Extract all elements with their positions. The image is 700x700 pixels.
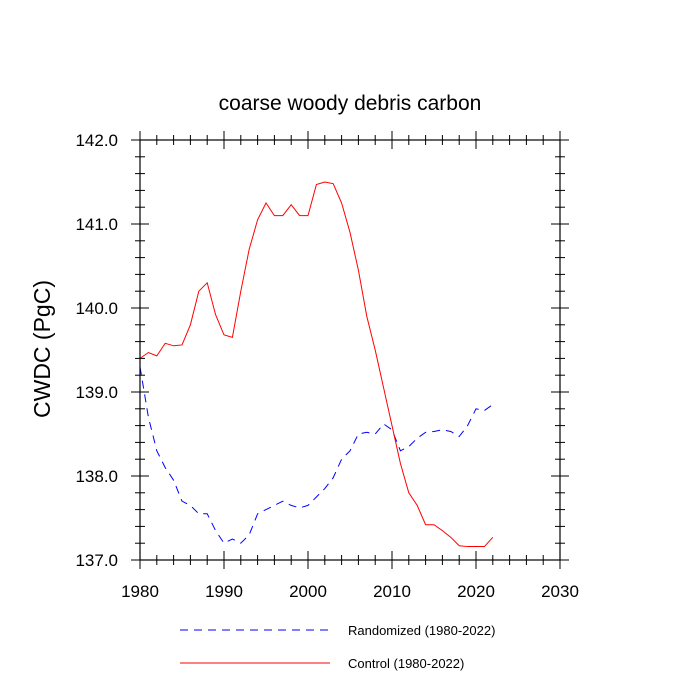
y-tick-label: 142.0 xyxy=(75,131,118,150)
x-tick-label: 1990 xyxy=(205,582,243,601)
legend-label: Control (1980-2022) xyxy=(348,656,464,671)
y-tick-label: 138.0 xyxy=(75,467,118,486)
plot-frame xyxy=(139,139,561,561)
x-tick-label: 2010 xyxy=(373,582,411,601)
x-tick-label: 2000 xyxy=(289,582,327,601)
legend-label: Randomized (1980-2022) xyxy=(348,623,495,638)
y-axis-label: CWDC (PgC) xyxy=(29,280,55,418)
x-tick-label: 2020 xyxy=(457,582,495,601)
y-tick-label: 141.0 xyxy=(75,215,118,234)
axis-tick-labels: 1980 1990 2000 2010 2020 2030 137.0 138.0 139.0 1… xyxy=(75,131,578,601)
y-tick-label: 137.0 xyxy=(75,551,118,570)
series-line-randomized xyxy=(139,366,494,544)
series-lines xyxy=(139,181,494,548)
series-line-control xyxy=(139,181,494,548)
legend: Randomized (1980-2022) Control (1980-2022… xyxy=(180,623,495,671)
y-tick-label: 140.0 xyxy=(75,299,118,318)
x-tick-label: 2030 xyxy=(541,582,579,601)
chart-title: coarse woody debris carbon xyxy=(219,92,482,115)
y-tick-label: 139.0 xyxy=(75,383,118,402)
x-tick-label: 1980 xyxy=(121,582,159,601)
